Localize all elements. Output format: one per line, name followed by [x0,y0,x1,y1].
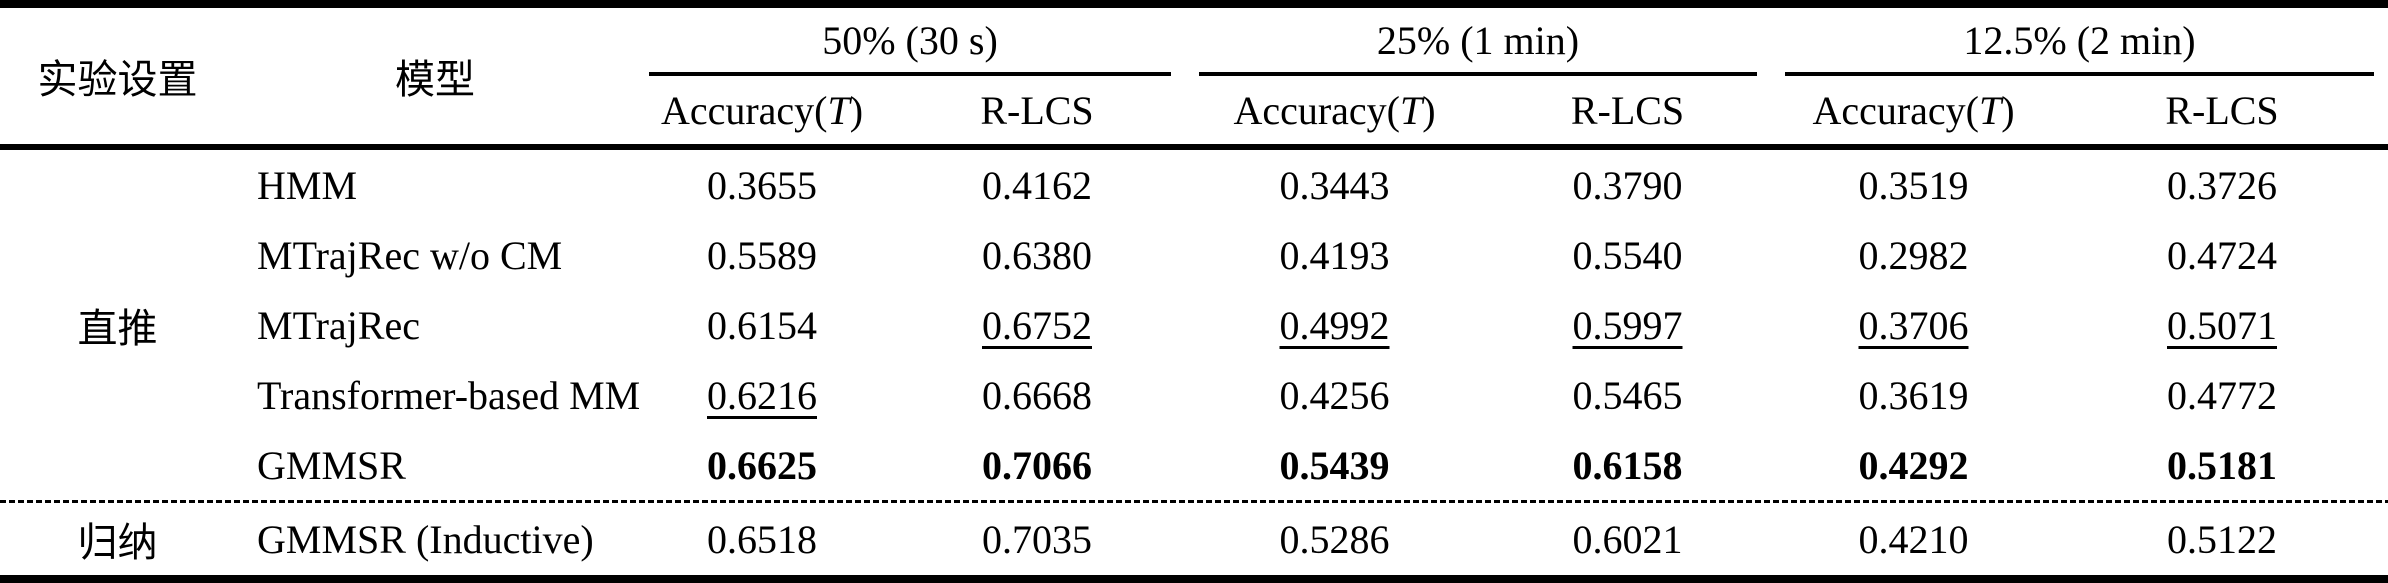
accuracy-label-pre: Accuracy( [1812,87,1979,133]
metric-value: 0.2982 [1858,232,1969,278]
model-name: HMM [257,162,358,208]
top-rule [0,0,2388,8]
metric-value: 0.5540 [1572,232,1683,278]
metric-value: 0.7066 [982,442,1092,488]
metric-value: 0.6021 [1572,516,1683,562]
metric-value: 0.5181 [2167,442,2277,488]
metric-value: 0.4724 [2167,232,2277,278]
subheader-accuracy: Accuracy(T) [635,76,889,144]
metric-value: 0.3519 [1858,162,1969,208]
setting-label-transductive: 直推 [77,306,158,351]
group-header-12-5pct: 12.5% (2 min) [1963,17,2196,63]
metric-value: 0.6625 [707,442,817,488]
accuracy-label-post: ) [1422,87,1436,133]
metric-value: 0.5122 [2167,516,2277,562]
experiment-setting-header: 实验设置 [37,57,198,102]
header-rule [0,144,2388,150]
metric-value: 0.6216 [707,372,817,418]
metric-value: 0.3726 [2167,162,2277,208]
metric-value: 0.3655 [707,162,817,208]
accuracy-label-var: T [827,87,850,133]
group-underline-12-5pct [1785,72,2374,76]
accuracy-label-var: T [1978,87,2002,133]
metric-value: 0.3790 [1572,162,1683,208]
subheader-rlcs: R-LCS [980,87,1094,133]
metric-value: 0.7035 [982,516,1092,562]
metric-value: 0.4193 [1279,232,1390,278]
metric-value: 0.4162 [982,162,1092,208]
group-header-25pct: 25% (1 min) [1376,17,1580,63]
metric-value: 0.6752 [982,302,1092,348]
group-underline-50pct [649,72,1171,76]
metric-value: 0.5589 [707,232,817,278]
subheader-rlcs: R-LCS [2165,87,2279,133]
accuracy-label-post: ) [2001,87,2015,133]
metric-value: 0.5439 [1279,442,1390,488]
accuracy-label-pre: Accuracy( [660,87,828,133]
accuracy-label-pre: Accuracy( [1233,87,1400,133]
metric-value: 0.6158 [1572,442,1683,488]
group-header-50pct: 50% (30 s) [822,17,998,63]
metric-value: 0.3443 [1279,162,1390,208]
metric-value: 0.4210 [1858,516,1969,562]
section-divider-dashed [0,500,2388,503]
model-header: 模型 [395,57,475,102]
accuracy-label-post: ) [849,87,864,133]
metric-value: 0.4772 [2167,372,2277,418]
metric-value: 0.5286 [1279,516,1390,562]
metric-value: 0.6668 [982,372,1092,418]
metric-value: 0.4292 [1858,442,1969,488]
metric-value: 0.6154 [707,302,817,348]
model-name: Transformer-based MM [257,372,641,418]
metric-value: 0.3619 [1858,372,1969,418]
bottom-rule [0,575,2388,583]
subheader-accuracy: Accuracy(T) [1771,76,2056,144]
model-name: GMMSR (Inductive) [257,516,594,562]
metric-value: 0.6518 [707,516,817,562]
setting-label-inductive: 归纳 [77,520,158,565]
subheader-rlcs: R-LCS [1570,87,1685,133]
metric-value: 0.4256 [1279,372,1390,418]
group-underline-25pct [1199,72,1757,76]
model-name: MTrajRec w/o CM [257,232,563,278]
metric-value: 0.3706 [1858,302,1969,348]
metric-value: 0.6380 [982,232,1092,278]
metric-value: 0.5997 [1572,302,1683,348]
metric-value: 0.4992 [1279,302,1390,348]
model-name: MTrajRec [257,302,420,348]
model-name: GMMSR [257,442,406,488]
metric-value: 0.5071 [2167,302,2277,348]
metric-value: 0.5465 [1572,372,1683,418]
accuracy-label-var: T [1399,87,1423,133]
subheader-accuracy: Accuracy(T) [1185,76,1484,144]
